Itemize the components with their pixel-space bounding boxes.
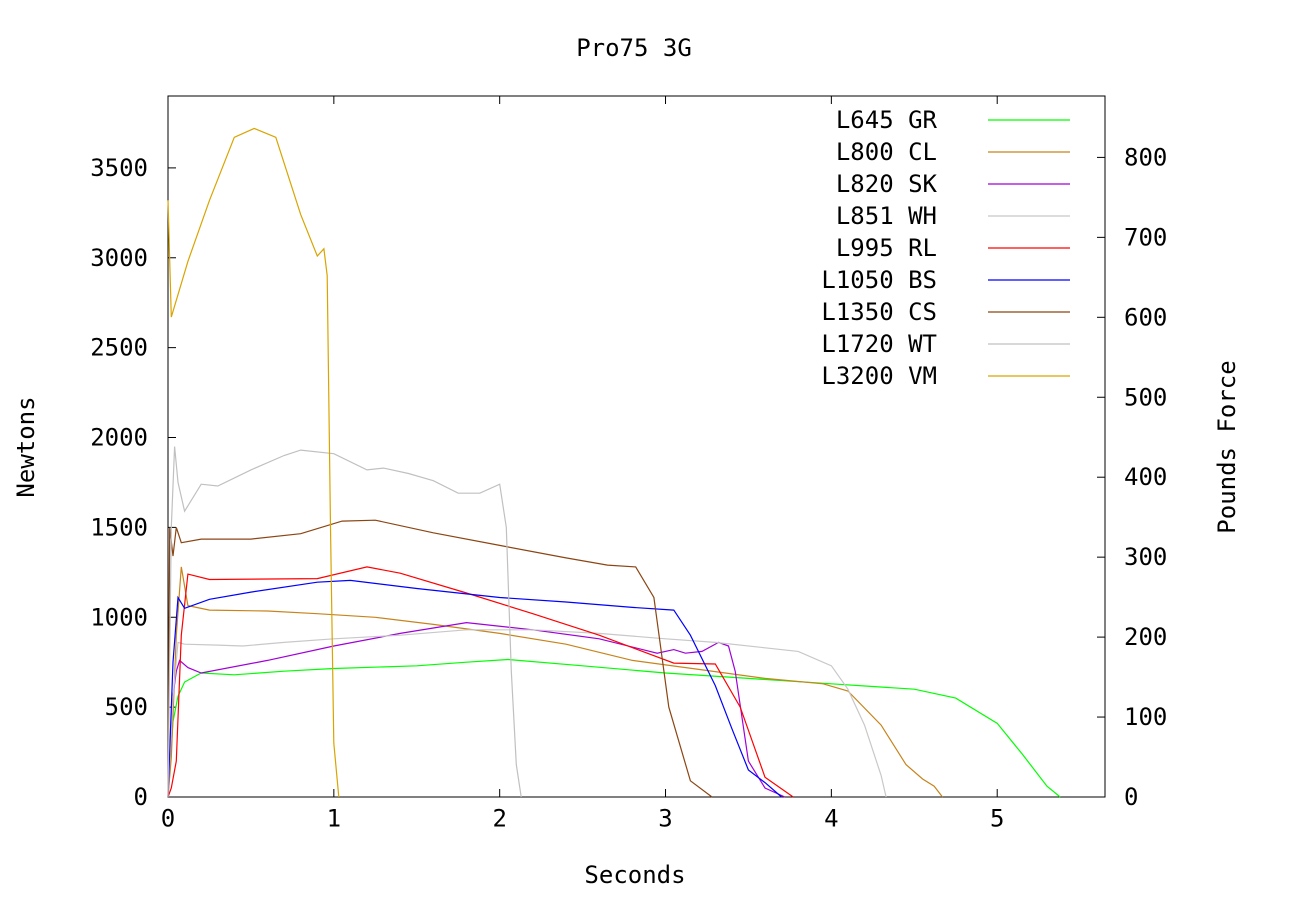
legend-label: L1050 BS [821,266,937,294]
series-line [167,566,794,798]
x-tick-label: 5 [990,805,1004,833]
y-axis-label: Newtons [12,396,40,497]
y2-tick-label: 800 [1124,143,1167,171]
legend-label: L1720 WT [821,330,937,358]
y-tick-label: 3500 [90,154,148,182]
y2-tick-label: 700 [1124,223,1167,251]
axes: 0 1 2 3 4 5 0 500 1000 1500 2000 2500 3000 3500 0 100 20… [90,95,1167,833]
y2-tick-label: 300 [1124,543,1167,571]
plot-border [167,95,1106,798]
x-tick-label: 2 [492,805,506,833]
legend-label: L3200 VM [821,362,937,390]
y-tick-label: 0 [134,783,148,811]
x-tick-label: 4 [824,805,838,833]
series-line [167,658,1061,798]
y-tick-label: 1500 [90,513,148,541]
y2-tick-label: 500 [1124,383,1167,411]
legend-label: L645 GR [836,106,938,134]
x-tick-label: 0 [161,805,175,833]
y-tick-label: 3000 [90,244,148,272]
legend: L645 GR L800 CL L820 SK L851 WH L995 RL L1050… [821,106,1070,390]
y2-tick-label: 600 [1124,303,1167,331]
y2-axis-label: Pounds Force [1213,360,1241,533]
series-line [167,519,713,798]
x-tick-label: 3 [658,805,672,833]
legend-label: L820 SK [836,170,938,198]
legend-label: L1350 CS [821,298,937,326]
y2-tick-label: 100 [1124,703,1167,731]
series-line [167,579,782,798]
y2-tick-label: 200 [1124,623,1167,651]
legend-label: L995 RL [836,234,937,262]
x-axis-label: Seconds [584,861,685,889]
series-line [167,629,887,798]
y2-tick-label: 0 [1124,783,1138,811]
y-tick-label: 2000 [90,424,148,452]
series-line [167,621,786,798]
legend-label: L851 WH [836,202,937,230]
series-line [167,566,943,798]
y-tick-label: 500 [105,693,148,721]
series-line [167,127,340,798]
x-tick-label: 1 [327,805,341,833]
y-tick-label: 2500 [90,334,148,362]
y2-tick-label: 400 [1124,463,1167,491]
series-line [167,446,522,798]
y-tick-label: 1000 [90,603,148,631]
series-lines [167,127,1061,798]
legend-label: L800 CL [836,138,937,166]
chart-title: Pro75 3G [576,34,692,62]
